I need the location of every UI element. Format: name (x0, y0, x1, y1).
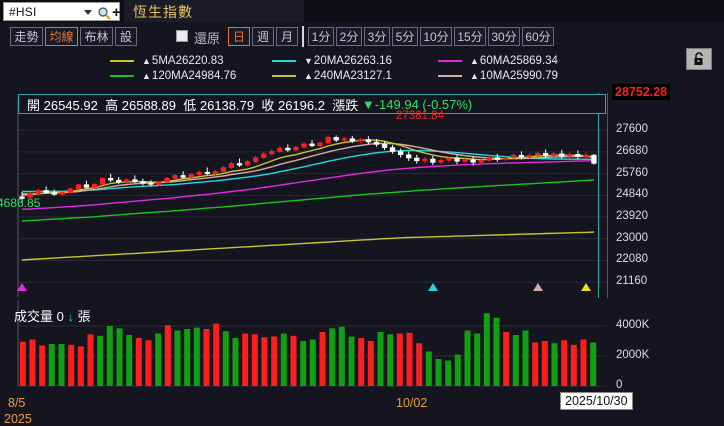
low-label: 低 (183, 97, 197, 113)
volume-axis-tick: 2000K (616, 349, 650, 361)
price-axis-tick: 26680 (616, 144, 648, 157)
price-axis-tick: 25760 (616, 166, 648, 179)
change-value: ▼-149.94 (-0.57%) (361, 96, 473, 112)
price-axis-tick: 27600 (616, 123, 648, 136)
date-label-mid: 10/02 (396, 396, 428, 410)
low-value: 26138.79 (199, 97, 255, 113)
minute-button-3分[interactable]: 3分 (364, 27, 390, 46)
volume-chart-panel[interactable] (0, 298, 608, 390)
ma-legend-text: 60MA (468, 55, 510, 67)
price-axis-line (607, 93, 608, 390)
ma-legend-text: 10MA (468, 70, 510, 82)
period-button-日[interactable]: 日 (228, 27, 250, 46)
peak-price-annotation: 27381.84 (396, 110, 444, 122)
minute-button-5分[interactable]: 5分 (392, 27, 418, 46)
price-axis-tick: 21160 (616, 275, 648, 288)
toolbar-button-3[interactable]: 設 (115, 27, 137, 46)
volume-bars (17, 300, 607, 387)
ma-legend-value: 26220.83 (175, 55, 224, 67)
close-label: 收 (261, 97, 275, 113)
open-value: 26545.92 (43, 97, 98, 113)
toolbar-button-0[interactable]: 走勢 (10, 27, 43, 46)
toolbar-divider (302, 26, 304, 47)
ma-legend-text: 20MA (302, 55, 344, 67)
chart-marker-2[interactable] (532, 283, 543, 291)
price-chart-panel[interactable] (0, 93, 608, 298)
title-background (124, 0, 304, 22)
last-price-tag: 28752.28 (612, 84, 671, 100)
year-label: 2025 (4, 412, 32, 426)
toolbar-button-2[interactable]: 布林 (80, 27, 113, 46)
chart-marker-3[interactable] (580, 283, 591, 291)
chart-marker-1[interactable] (427, 283, 438, 291)
minute-button-2分[interactable]: 2分 (336, 27, 362, 46)
period-button-週[interactable]: 週 (252, 27, 274, 46)
volume-unit: 張 (77, 309, 91, 324)
chevron-down-icon[interactable] (84, 10, 92, 15)
ma-legend-value: 25869.34 (509, 55, 558, 67)
symbol-input-box[interactable]: #HSI + (3, 2, 121, 21)
top-bar: #HSI + 恆生指數 (0, 0, 724, 22)
price-axis-tick: 22080 (616, 253, 648, 266)
volume-axis-tick: 4000K (616, 319, 650, 331)
ma-legend-value: 26263.16 (343, 55, 392, 67)
crosshair-vertical-line (598, 93, 599, 390)
minute-button-60分[interactable]: 60分 (522, 27, 554, 46)
restore-checkbox[interactable] (176, 30, 188, 42)
ma-legend-value: 23127.1 (350, 70, 392, 82)
unlock-padlock-icon[interactable] (686, 48, 712, 70)
symbol-title: 恆生指數 (133, 4, 193, 20)
ma-color-swatch (438, 60, 462, 62)
restore-checkbox-label: 還原 (194, 31, 221, 46)
price-axis-tick: 23920 (616, 210, 648, 223)
price-axis-tick: 24840 (616, 188, 648, 201)
ma-color-swatch (110, 75, 134, 77)
minute-button-30分[interactable]: 30分 (488, 27, 520, 46)
chart-marker-0[interactable] (17, 283, 28, 291)
volume-title: 成交量 (14, 309, 54, 324)
date-label-start: 8/5 (8, 396, 26, 410)
high-label: 高 (105, 97, 119, 113)
period-button-月[interactable]: 月 (276, 27, 298, 46)
minute-button-15分[interactable]: 15分 (454, 27, 486, 46)
ma-legend-text: 120MA (140, 70, 188, 82)
ma-color-swatch (110, 60, 134, 62)
ma-color-swatch (272, 75, 296, 77)
minute-button-1分[interactable]: 1分 (308, 27, 334, 46)
high-value: 26588.89 (121, 97, 176, 113)
volume-value: 0 (56, 309, 64, 324)
ma-legend-value: 24984.76 (188, 70, 237, 82)
date-tooltip: 2025/10/30 (560, 392, 633, 410)
change-label: 漲跌 (332, 97, 359, 113)
magnifier-icon[interactable] (97, 6, 111, 20)
volume-axis-tick: 0 (616, 379, 623, 391)
candlestick-chart (17, 99, 607, 297)
ohlc-info-bar: 開 26545.92 高 26588.89 低 26138.79 收 26196… (18, 94, 606, 114)
close-value: 26196.2 (277, 97, 325, 113)
volume-arrow-icon: ↓ (67, 309, 75, 324)
plus-icon[interactable]: + (112, 4, 121, 21)
toolbar: 走勢 均線 布林設 還原 日週月 1分 2分 3分 5分 10分 15分 30分 60分 (0, 22, 724, 70)
symbol-value: #HSI (9, 4, 37, 19)
ma-color-swatch (272, 60, 296, 62)
ma-legend-text: 240MA (302, 70, 350, 82)
volume-header: 成交量 0 ↓ 張 (14, 306, 91, 325)
ma-color-swatch (438, 75, 462, 77)
toolbar-button-1[interactable]: 均線 (45, 27, 78, 46)
ma-legend-text: 5MA (140, 55, 176, 67)
price-axis-tick: 23000 (616, 231, 648, 244)
minute-button-10分[interactable]: 10分 (420, 27, 452, 46)
ma-legend-value: 25990.79 (509, 70, 558, 82)
open-label: 開 (27, 97, 41, 113)
left-edge-price-annotation: 4686.85 (0, 196, 41, 210)
